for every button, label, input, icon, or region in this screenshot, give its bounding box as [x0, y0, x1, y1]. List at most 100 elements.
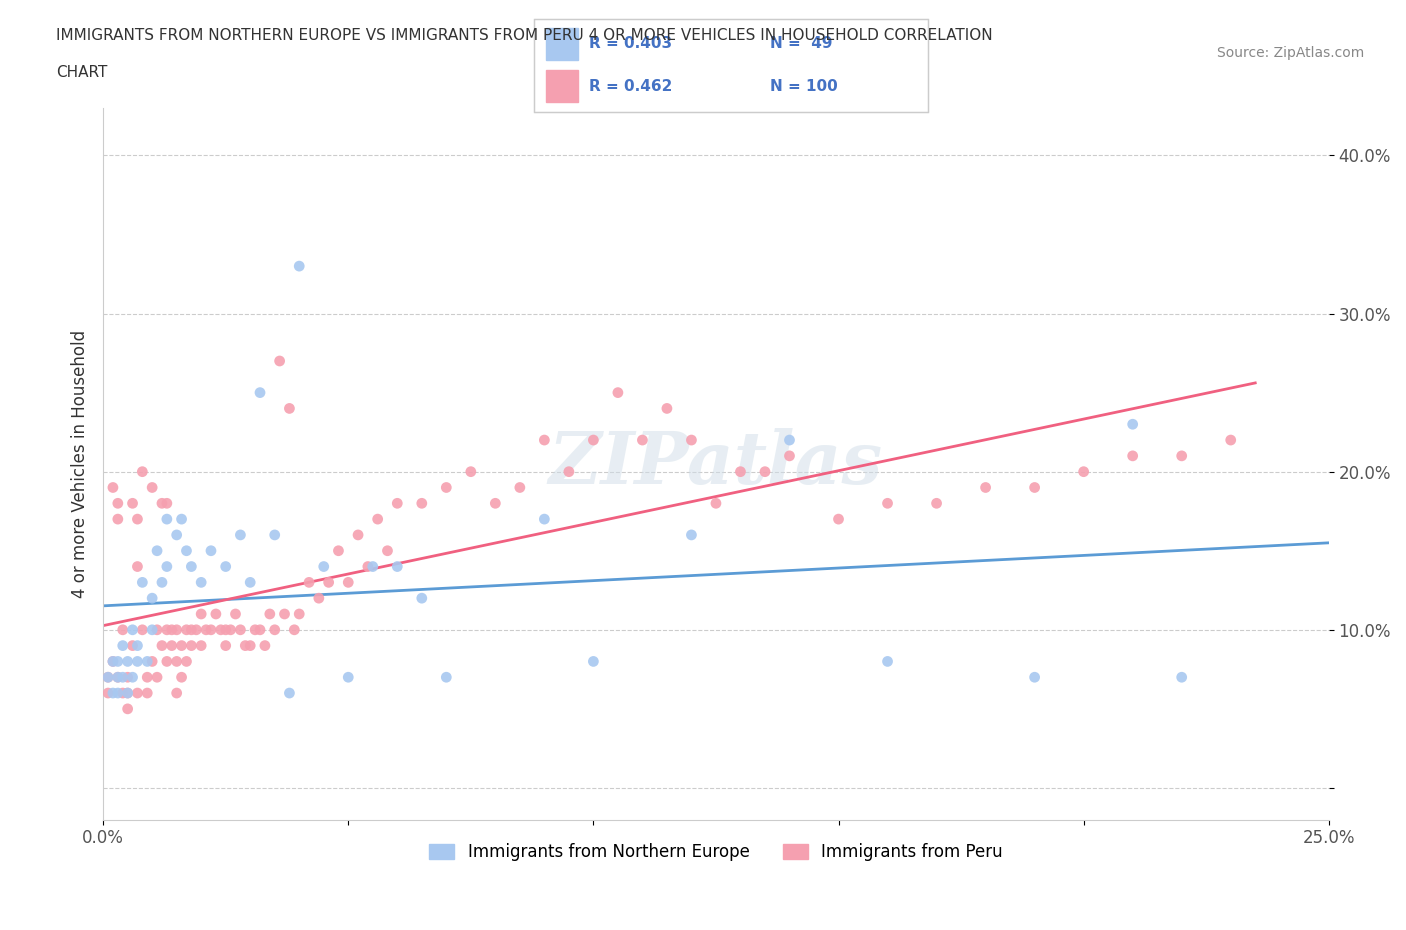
Point: [205, 606, 228, 621]
Point: [283, 622, 305, 637]
Point: [141, 654, 163, 669]
Point: [107, 685, 129, 700]
Point: [156, 496, 179, 511]
Point: [387, 496, 409, 511]
Point: [111, 670, 134, 684]
Point: [121, 670, 143, 684]
Point: [136, 670, 159, 684]
Point: [582, 654, 605, 669]
Point: [136, 654, 159, 669]
Point: [779, 448, 801, 463]
Point: [200, 622, 222, 637]
Point: [180, 638, 202, 653]
Point: [200, 543, 222, 558]
Point: [156, 654, 179, 669]
Text: R = 0.462: R = 0.462: [589, 79, 672, 94]
Point: [121, 638, 143, 653]
Point: [186, 622, 208, 637]
Point: [337, 670, 360, 684]
Point: [127, 512, 149, 526]
Point: [533, 512, 555, 526]
Point: [146, 622, 169, 637]
Point: [141, 622, 163, 637]
Point: [219, 622, 242, 637]
Point: [387, 559, 409, 574]
Point: [136, 685, 159, 700]
Point: [974, 480, 997, 495]
Point: [180, 622, 202, 637]
Point: [278, 401, 301, 416]
Point: [150, 496, 173, 511]
Text: CHART: CHART: [56, 65, 108, 80]
Text: N =  49: N = 49: [770, 36, 832, 51]
Point: [263, 622, 285, 637]
Point: [117, 685, 139, 700]
Point: [101, 480, 124, 495]
Point: [117, 685, 139, 700]
Point: [101, 654, 124, 669]
Point: [631, 432, 654, 447]
Point: [117, 701, 139, 716]
Point: [484, 496, 506, 511]
Point: [263, 527, 285, 542]
Point: [278, 685, 301, 700]
Point: [156, 559, 179, 574]
Text: R = 0.403: R = 0.403: [589, 36, 672, 51]
Point: [269, 353, 291, 368]
Legend: Immigrants from Northern Europe, Immigrants from Peru: Immigrants from Northern Europe, Immigra…: [423, 837, 1010, 868]
Point: [107, 512, 129, 526]
Point: [156, 512, 179, 526]
Point: [166, 654, 188, 669]
Point: [176, 622, 198, 637]
Point: [681, 432, 703, 447]
Point: [121, 496, 143, 511]
Point: [328, 543, 350, 558]
Point: [357, 559, 380, 574]
Point: [229, 527, 252, 542]
Point: [111, 638, 134, 653]
Point: [150, 575, 173, 590]
Point: [754, 464, 776, 479]
Point: [215, 559, 238, 574]
Point: [101, 685, 124, 700]
Point: [434, 480, 457, 495]
Point: [166, 685, 188, 700]
Point: [460, 464, 482, 479]
Point: [876, 654, 898, 669]
Point: [249, 385, 271, 400]
Text: Source: ZipAtlas.com: Source: ZipAtlas.com: [1216, 46, 1364, 60]
Point: [127, 654, 149, 669]
Point: [111, 622, 134, 637]
Point: [107, 496, 129, 511]
Point: [170, 670, 193, 684]
Point: [127, 559, 149, 574]
Point: [195, 622, 218, 637]
Bar: [546, 28, 578, 60]
Point: [97, 670, 120, 684]
Point: [730, 464, 752, 479]
Point: [312, 559, 335, 574]
Point: [1219, 432, 1241, 447]
Point: [361, 559, 384, 574]
Point: [1024, 480, 1046, 495]
Point: [533, 432, 555, 447]
Point: [160, 638, 183, 653]
Point: [606, 385, 628, 400]
Point: [239, 638, 262, 653]
Point: [1073, 464, 1095, 479]
Point: [239, 575, 262, 590]
Point: [127, 685, 149, 700]
Point: [1170, 670, 1192, 684]
Point: [367, 512, 389, 526]
Point: [170, 638, 193, 653]
Point: [97, 670, 120, 684]
Point: [170, 512, 193, 526]
Point: [273, 606, 295, 621]
Point: [1024, 670, 1046, 684]
Point: [259, 606, 281, 621]
Point: [209, 622, 232, 637]
Point: [190, 638, 212, 653]
Point: [655, 401, 678, 416]
Point: [308, 591, 330, 605]
Point: [298, 575, 321, 590]
